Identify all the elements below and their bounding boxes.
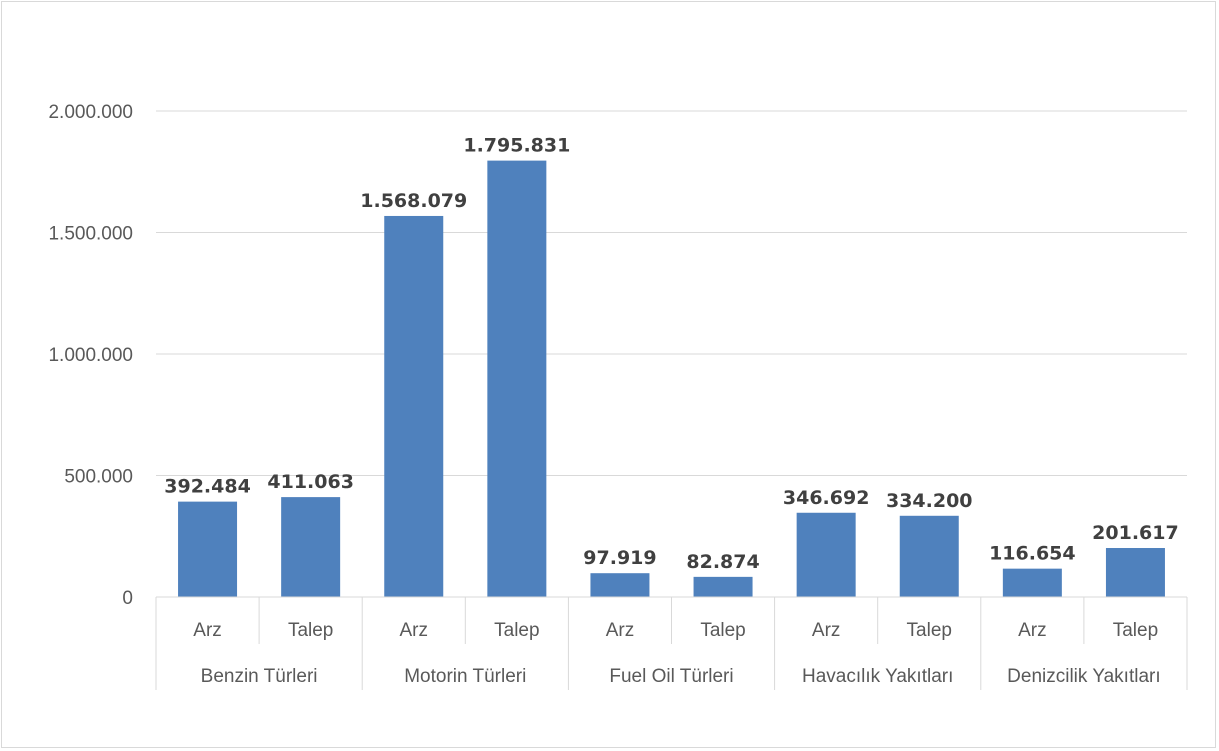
data-label: 116.654 bbox=[989, 543, 1076, 565]
x-axis: Arz Talep Arz Talep Arz Talep Arz Talep Arz Talep… bbox=[155, 596, 1188, 690]
bar bbox=[899, 515, 959, 597]
group-label: Denizcilik Yakıtları bbox=[1007, 666, 1160, 687]
x-tick-label: Talep bbox=[907, 620, 952, 641]
bars bbox=[178, 160, 1165, 598]
x-tick-label: Arz bbox=[1018, 620, 1047, 641]
data-label: 411.063 bbox=[267, 471, 354, 493]
y-tick-label: 0 bbox=[122, 588, 133, 609]
data-label: 82.874 bbox=[686, 551, 759, 573]
y-tick-label: 1.500.000 bbox=[48, 224, 133, 245]
bar bbox=[281, 497, 341, 597]
data-label: 346.692 bbox=[783, 487, 870, 509]
bar bbox=[796, 512, 856, 597]
bar bbox=[487, 160, 547, 597]
data-label: 392.484 bbox=[164, 476, 251, 498]
x-tick-label: Talep bbox=[700, 620, 745, 641]
x-tick-label: Talep bbox=[1113, 620, 1158, 641]
bar bbox=[693, 576, 753, 597]
group-label: Benzin Türleri bbox=[201, 666, 318, 687]
y-tick-label: 1.000.000 bbox=[48, 345, 133, 366]
data-label: 97.919 bbox=[583, 547, 656, 569]
x-tick-label: Arz bbox=[193, 620, 222, 641]
x-tick-label: Talep bbox=[494, 620, 539, 641]
bar bbox=[1002, 568, 1062, 597]
data-label: 201.617 bbox=[1092, 522, 1179, 544]
gridlines bbox=[156, 110, 1187, 476]
data-label: 334.200 bbox=[886, 490, 973, 512]
group-label: Motorin Türleri bbox=[404, 666, 526, 687]
bar bbox=[384, 215, 444, 598]
x-tick-label: Arz bbox=[400, 620, 429, 641]
group-label: Fuel Oil Türleri bbox=[609, 666, 733, 687]
y-axis: 0 500.000 1.000.000 1.500.000 2.000.000 bbox=[48, 102, 133, 609]
x-tick-label: Talep bbox=[288, 620, 333, 641]
bar bbox=[1105, 548, 1165, 597]
data-labels: 392.484 411.063 1.568.079 1.795.831 97.919 82… bbox=[164, 135, 1178, 573]
bar bbox=[178, 501, 238, 597]
bar bbox=[590, 573, 650, 597]
x-tick-label: Arz bbox=[812, 620, 841, 641]
data-label: 1.568.079 bbox=[360, 190, 467, 212]
data-label: 1.795.831 bbox=[463, 135, 570, 157]
y-tick-label: 2.000.000 bbox=[48, 102, 133, 123]
y-tick-label: 500.000 bbox=[64, 467, 133, 488]
group-label: Havacılık Yakıtları bbox=[802, 666, 953, 687]
x-tick-label: Arz bbox=[606, 620, 635, 641]
